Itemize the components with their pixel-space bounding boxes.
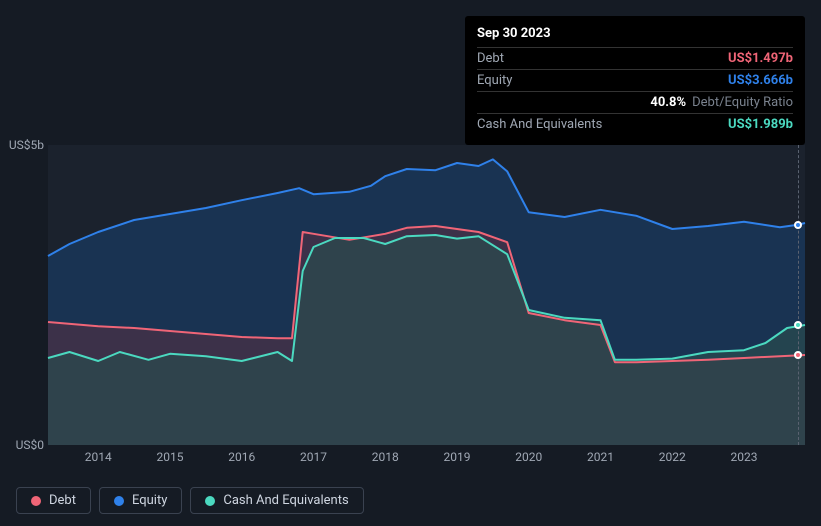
tooltip-label: Equity bbox=[477, 73, 512, 88]
hover-marker bbox=[794, 321, 802, 329]
x-tick: 2023 bbox=[731, 450, 758, 464]
legend-item-equity[interactable]: Equity bbox=[99, 487, 182, 514]
legend-swatch bbox=[205, 496, 215, 506]
y-tick: US$5b bbox=[9, 138, 44, 152]
x-tick: 2022 bbox=[659, 450, 686, 464]
tooltip-row-debt: Debt US$1.497b bbox=[477, 47, 793, 69]
tooltip-row-cash: Cash And Equivalents US$1.989b bbox=[477, 113, 793, 135]
x-tick: 2020 bbox=[515, 450, 542, 464]
x-axis: 2014 2015 2016 2017 2018 2019 2020 2021 2022 2023 bbox=[48, 450, 805, 470]
legend-label: Cash And Equivalents bbox=[223, 493, 348, 508]
chart-legend: Debt Equity Cash And Equivalents bbox=[16, 487, 364, 514]
hover-line bbox=[798, 145, 799, 445]
chart-tooltip: Sep 30 2023 Debt US$1.497b Equity US$3.6… bbox=[465, 16, 805, 145]
x-tick: 2021 bbox=[587, 450, 614, 464]
tooltip-value: US$1.497b bbox=[728, 51, 793, 66]
tooltip-row-equity: Equity US$3.666b bbox=[477, 69, 793, 91]
tooltip-date: Sep 30 2023 bbox=[477, 26, 793, 41]
x-tick: 2018 bbox=[372, 450, 399, 464]
legend-label: Equity bbox=[132, 493, 167, 508]
y-axis: US$5b US$0 bbox=[0, 125, 48, 445]
tooltip-row-ratio: 40.8% Debt/Equity Ratio bbox=[477, 91, 793, 113]
legend-swatch bbox=[114, 496, 124, 506]
x-tick: 2017 bbox=[300, 450, 327, 464]
hover-marker bbox=[794, 351, 802, 359]
y-tick: US$0 bbox=[16, 438, 44, 452]
tooltip-label: Debt bbox=[477, 51, 504, 66]
legend-item-cash[interactable]: Cash And Equivalents bbox=[190, 487, 363, 514]
tooltip-ratio-pct: 40.8% bbox=[650, 95, 686, 110]
tooltip-value: US$1.989b bbox=[728, 117, 793, 132]
legend-label: Debt bbox=[49, 493, 76, 508]
chart-plot[interactable] bbox=[48, 145, 805, 445]
tooltip-ratio-label: Debt/Equity Ratio bbox=[692, 95, 793, 110]
chart-svg bbox=[48, 145, 805, 445]
legend-swatch bbox=[31, 496, 41, 506]
tooltip-label: Cash And Equivalents bbox=[477, 117, 602, 132]
hover-marker bbox=[794, 221, 802, 229]
x-tick: 2015 bbox=[156, 450, 183, 464]
x-tick: 2016 bbox=[228, 450, 255, 464]
legend-item-debt[interactable]: Debt bbox=[16, 487, 91, 514]
tooltip-value: US$3.666b bbox=[728, 73, 793, 88]
x-tick: 2019 bbox=[443, 450, 470, 464]
tooltip-ratio: 40.8% Debt/Equity Ratio bbox=[650, 95, 793, 110]
x-tick: 2014 bbox=[85, 450, 112, 464]
